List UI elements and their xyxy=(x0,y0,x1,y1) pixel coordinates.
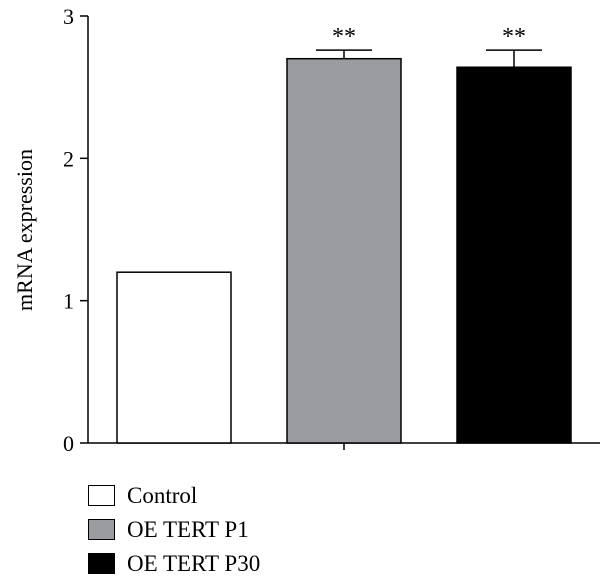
bar-oe-tert-p1 xyxy=(286,57,402,444)
legend-label-oe-tert-p1: OE TERT P1 xyxy=(127,516,249,542)
legend-item-oe-tert-p1: OE TERT P1 xyxy=(88,512,260,546)
y-tick-label-2: 2 xyxy=(63,146,74,171)
legend-swatch-oe-tert-p30 xyxy=(88,552,115,574)
legend-swatch-control xyxy=(88,484,115,506)
legend: Control OE TERT P1 OE TERT P30 xyxy=(88,478,260,580)
significance-oe-tert-p1: ** xyxy=(332,24,356,50)
bar-control xyxy=(116,271,232,444)
y-tick-label-0: 0 xyxy=(63,431,74,456)
bars: ** ** xyxy=(116,24,572,444)
legend-item-oe-tert-p30: OE TERT P30 xyxy=(88,546,260,580)
y-tick-label-3: 3 xyxy=(63,4,74,29)
legend-item-control: Control xyxy=(88,478,260,512)
legend-swatch-oe-tert-p1 xyxy=(88,518,115,540)
bar-oe-tert-p30 xyxy=(456,66,572,444)
significance-oe-tert-p30: ** xyxy=(502,24,526,50)
bar-chart: mRNA expression 0 1 2 3 ** ** xyxy=(12,4,600,456)
y-tick-label-1: 1 xyxy=(63,289,74,314)
legend-label-control: Control xyxy=(127,482,198,508)
y-axis-label: mRNA expression xyxy=(12,149,37,311)
legend-label-oe-tert-p30: OE TERT P30 xyxy=(127,550,261,576)
